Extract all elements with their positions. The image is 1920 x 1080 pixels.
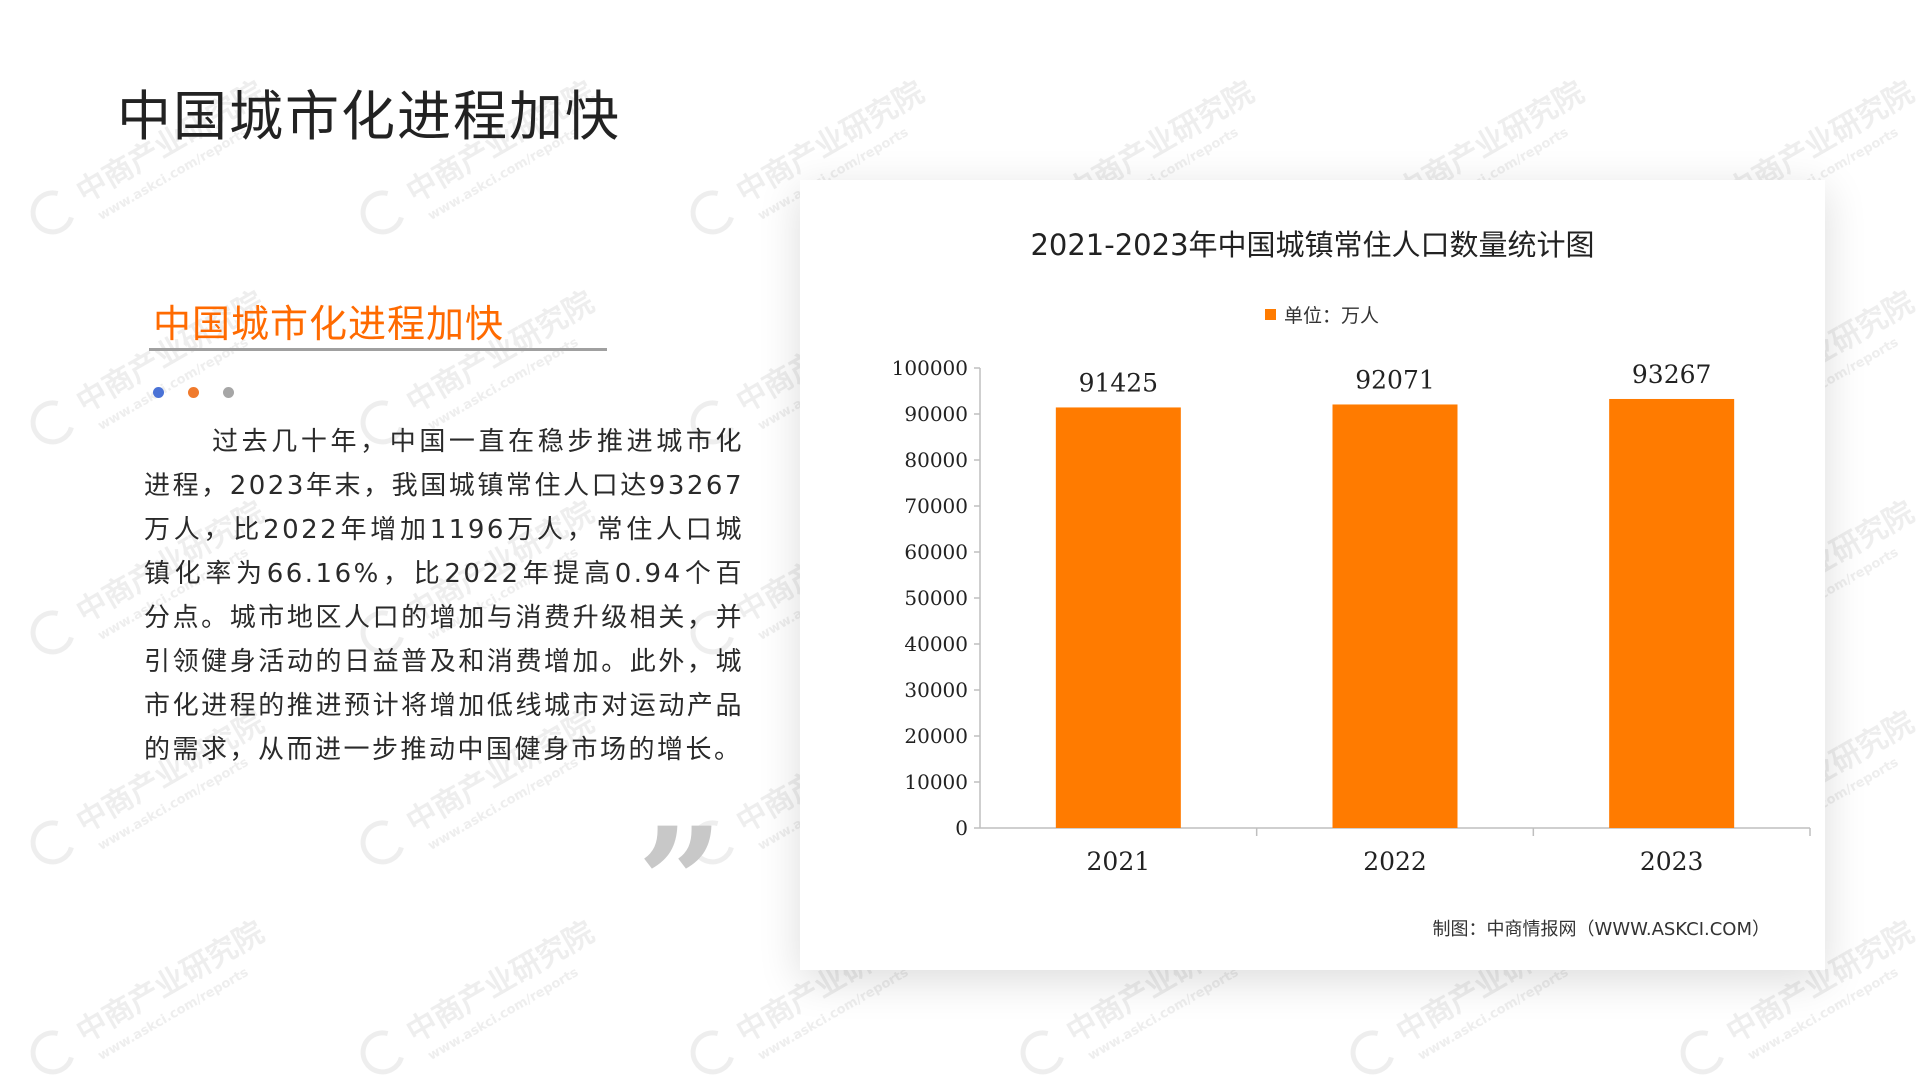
y-tick-label: 30000 <box>904 678 968 702</box>
watermark-url: www.askci.com/reports <box>95 964 251 1064</box>
chart-card: 2021-2023年中国城镇常住人口数量统计图 单位：万人 0 10000 2000… <box>800 180 1825 970</box>
bar <box>1609 398 1735 828</box>
y-tick-label: 10000 <box>904 770 968 794</box>
watermark-logo-icon <box>22 1021 83 1080</box>
section-title: 中国城市化进程加快 <box>153 302 505 346</box>
watermark-logo-icon <box>1012 1021 1073 1080</box>
chart-source: 制图：中商情报网（WWW.ASKCI.COM） <box>1432 919 1770 940</box>
x-tick-label: 2022 <box>1363 847 1427 876</box>
quote-icon: ” <box>637 795 724 971</box>
data-label: 92071 <box>1355 365 1435 394</box>
watermark-logo-icon <box>682 181 743 243</box>
legend-swatch <box>1265 309 1276 320</box>
section-underline <box>149 348 607 351</box>
watermark-text: 中商产业研究院 <box>400 914 601 1051</box>
y-tick-label: 100000 <box>892 356 968 380</box>
watermark-logo-icon <box>682 1021 743 1080</box>
watermark-logo-icon <box>22 181 83 243</box>
x-tick-label: 2023 <box>1640 847 1704 876</box>
y-tick-label: 90000 <box>904 402 968 426</box>
bar <box>1332 404 1458 828</box>
watermark-logo-icon <box>1672 1021 1733 1080</box>
y-tick-label: 50000 <box>904 586 968 610</box>
blue-dot-icon <box>153 387 164 398</box>
y-tick-label: 20000 <box>904 724 968 748</box>
data-label: 93267 <box>1632 360 1712 389</box>
watermark-text: 中商产业研究院 <box>70 914 271 1051</box>
legend-label: 单位：万人 <box>1284 305 1380 327</box>
y-tick-label: 0 <box>955 816 968 840</box>
watermark-logo-icon <box>22 811 83 873</box>
body-paragraph: 过去几十年，中国一直在稳步推进城市化进程，2023年末，我国城镇常住人口达932… <box>144 427 744 765</box>
bar-chart: 0 10000 20000 30000 40000 50000 60000 70000 8000… <box>892 356 1811 876</box>
watermark-url: www.askci.com/reports <box>425 964 581 1064</box>
gray-dot-icon <box>223 387 234 398</box>
y-tick-label: 40000 <box>904 632 968 656</box>
y-tick-label: 80000 <box>904 448 968 472</box>
watermark-logo-icon <box>1342 1021 1403 1080</box>
page-title: 中国城市化进程加快 <box>117 85 621 148</box>
watermark-logo-icon <box>22 391 83 453</box>
watermark-logo-icon <box>352 181 413 243</box>
x-tick-label: 2021 <box>1087 847 1151 876</box>
bar <box>1055 407 1181 828</box>
y-tick-label: 70000 <box>904 494 968 518</box>
orange-dot-icon <box>188 387 199 398</box>
data-label: 91425 <box>1079 368 1159 397</box>
watermark-logo-icon <box>22 601 83 663</box>
watermark-logo-icon <box>352 1021 413 1080</box>
watermark-logo-icon <box>352 811 413 873</box>
chart-legend: 单位：万人 <box>1265 301 1379 328</box>
y-tick-label: 60000 <box>904 540 968 564</box>
chart-title: 2021-2023年中国城镇常住人口数量统计图 <box>1030 228 1595 262</box>
